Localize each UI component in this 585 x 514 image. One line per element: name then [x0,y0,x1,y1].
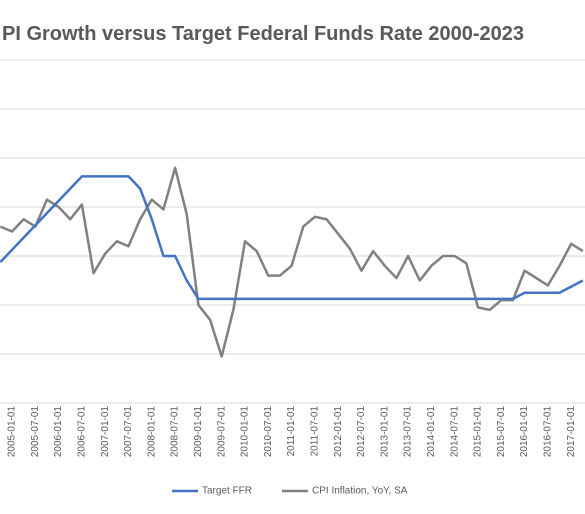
x-tick-label: 2012-07-01 [356,406,367,458]
x-tick-label: 2010-07-01 [263,406,274,458]
x-tick-label: 2015-01-01 [473,406,484,458]
x-tick-label: 2008-07-01 [170,406,181,458]
x-tick-label: 2016-07-01 [543,406,554,458]
x-tick-label: 2011-07-01 [310,406,321,457]
legend-label: CPI Inflation, YoY, SA [312,486,408,497]
x-tick-label: 2017-01-01 [566,406,577,458]
x-tick-label: 2006-07-01 [77,406,88,458]
x-tick-label: 2015-07-01 [496,406,507,458]
x-tick-label: 2007-01-01 [100,406,111,458]
x-tick-label: 2009-07-01 [216,406,227,458]
x-tick-label: 2013-01-01 [379,406,390,458]
x-tick-label: 2006-01-01 [53,406,64,458]
chart-title: PI Growth versus Target Federal Funds Ra… [2,23,524,45]
x-tick-label: 2005-07-01 [30,406,41,458]
x-tick-label: 2010-01-01 [240,406,251,458]
x-tick-label: 2012-01-01 [333,406,344,458]
series-line [0,166,584,358]
x-tick-label: 2009-01-01 [193,406,204,458]
x-tick-label: 2016-01-01 [519,406,530,458]
legend-label: Target FFR [202,486,252,497]
x-tick-label: 2013-07-01 [403,406,414,458]
x-tick-label: 2014-01-01 [426,406,437,458]
x-tick-label: 2008-01-01 [146,406,157,458]
series-line [0,175,584,301]
x-tick-label: 2007-07-01 [123,406,134,458]
x-tick-label: 2011-01-01 [286,406,297,457]
x-tick-label: 2014-07-01 [449,406,460,458]
x-tick-label: 2005-01-01 [7,406,18,458]
